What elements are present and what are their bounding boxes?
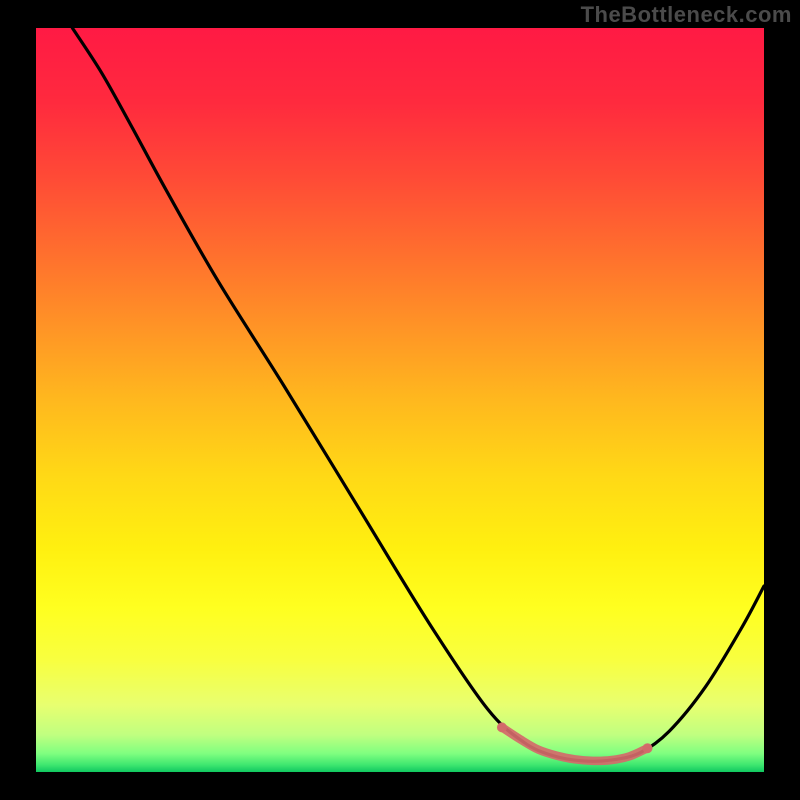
gradient-backdrop — [36, 28, 764, 772]
chart-stage: TheBottleneck.com — [0, 0, 800, 800]
watermark-text: TheBottleneck.com — [581, 2, 792, 28]
chart-svg — [0, 0, 800, 800]
